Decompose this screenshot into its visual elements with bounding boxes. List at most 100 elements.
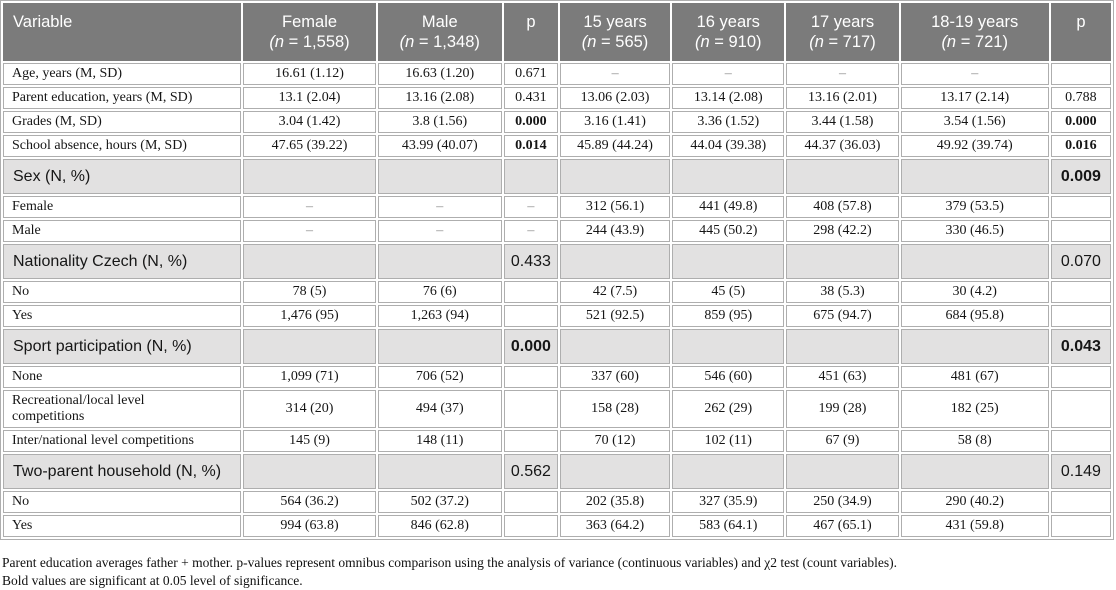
table-cell: 290 (40.2) xyxy=(900,491,1049,513)
table-cell xyxy=(503,305,558,327)
section-label: Sport participation (N, %) xyxy=(3,329,242,364)
table-cell xyxy=(243,244,376,279)
table-cell xyxy=(377,244,502,279)
column-label: Variable xyxy=(13,13,73,31)
column-header-p-sex: p xyxy=(503,3,558,61)
row-label: No xyxy=(3,281,242,303)
table-cell: – xyxy=(672,63,785,85)
row-label: Age, years (M, SD) xyxy=(3,63,242,85)
table-cell xyxy=(1050,196,1111,218)
section-row: Sex (N, %) 0.009 xyxy=(3,159,1111,194)
column-label: p xyxy=(1076,13,1086,31)
column-header-variable: Variable xyxy=(3,3,242,61)
row-label: Recreational/local level competitions xyxy=(3,390,242,428)
table-row: Yes 994 (63.8) 846 (62.8) 363 (64.2) 583 (64… xyxy=(3,515,1111,537)
table-cell xyxy=(559,329,671,364)
table-row: Female – – –312 (56.1) 441 (49.8) 408 (57.8) 3… xyxy=(3,196,1111,218)
table-cell: 1,263 (94) xyxy=(377,305,502,327)
table-cell xyxy=(243,159,376,194)
section-label: Sex (N, %) xyxy=(3,159,242,194)
row-label: Inter/national level competitions xyxy=(3,430,242,452)
table-cell: 0.000 xyxy=(503,329,558,364)
table-cell xyxy=(900,454,1049,489)
table-cell xyxy=(1050,366,1111,388)
table-cell: 13.14 (2.08) xyxy=(672,87,785,109)
table-cell xyxy=(503,159,558,194)
column-label: 18-19 years xyxy=(931,13,1019,31)
table-row: Grades (M, SD) 3.04 (1.42) 3.8 (1.56) 0.000… xyxy=(3,111,1111,133)
table-cell: 0.043 xyxy=(1050,329,1111,364)
column-header-male: Male (n = 1,348) xyxy=(377,3,502,61)
table-cell: 76 (6) xyxy=(377,281,502,303)
column-sample-size: (n = 565) xyxy=(581,33,649,51)
table-cell xyxy=(503,390,558,428)
table-cell: 47.65 (39.22) xyxy=(243,135,376,157)
table-cell: – xyxy=(786,63,899,85)
table-cell: 445 (50.2) xyxy=(672,220,785,242)
table-cell: 44.04 (39.38) xyxy=(672,135,785,157)
table-cell xyxy=(786,244,899,279)
section-label: Two-parent household (N, %) xyxy=(3,454,242,489)
table-cell: 467 (65.1) xyxy=(786,515,899,537)
table-cell: 102 (11) xyxy=(672,430,785,452)
footnote-line-1: Parent education averages father + mothe… xyxy=(2,555,897,570)
column-label: 16 years xyxy=(696,13,760,31)
table-cell: 13.06 (2.03) xyxy=(559,87,671,109)
column-sample-size: (n = 1,558) xyxy=(269,33,350,51)
table-cell xyxy=(1050,63,1111,85)
table-row: No 78 (5) 76 (6) 42 (7.5) 45 (5) 38 (5.3) 30 (… xyxy=(3,281,1111,303)
demographics-table: Variable Female (n = 1,558) Male (n = 1,… xyxy=(0,0,1114,540)
table-cell: 0.149 xyxy=(1050,454,1111,489)
table-cell: 330 (46.5) xyxy=(900,220,1049,242)
table-cell: 16.63 (1.20) xyxy=(377,63,502,85)
table-cell: 70 (12) xyxy=(559,430,671,452)
table-cell: 58 (8) xyxy=(900,430,1049,452)
footnote-line-2: Bold values are significant at 0.05 leve… xyxy=(2,573,303,588)
table-cell: 30 (4.2) xyxy=(900,281,1049,303)
table-cell: 38 (5.3) xyxy=(786,281,899,303)
table-cell: 502 (37.2) xyxy=(377,491,502,513)
table-cell: 145 (9) xyxy=(243,430,376,452)
table-cell: 298 (42.2) xyxy=(786,220,899,242)
table-cell: 202 (35.8) xyxy=(559,491,671,513)
row-label: Parent education, years (M, SD) xyxy=(3,87,242,109)
table-cell xyxy=(1050,305,1111,327)
table-cell: 13.1 (2.04) xyxy=(243,87,376,109)
table-cell: 451 (63) xyxy=(786,366,899,388)
table-cell: 846 (62.8) xyxy=(377,515,502,537)
table-cell: 564 (36.2) xyxy=(243,491,376,513)
table-cell: 262 (29) xyxy=(672,390,785,428)
table-cell xyxy=(377,159,502,194)
table-cell: 158 (28) xyxy=(559,390,671,428)
table-row: Inter/national level competitions 145 (9)… xyxy=(3,430,1111,452)
table-row: Yes 1,476 (95) 1,263 (94) 521 (92.5) 859 (95… xyxy=(3,305,1111,327)
table-cell: 0.671 xyxy=(503,63,558,85)
section-label: Nationality Czech (N, %) xyxy=(3,244,242,279)
column-header-18-19-years: 18-19 years (n = 721) xyxy=(900,3,1049,61)
table-cell xyxy=(1050,491,1111,513)
table-cell: 0.016 xyxy=(1050,135,1111,157)
table-cell: 0.431 xyxy=(503,87,558,109)
table-cell: 44.37 (36.03) xyxy=(786,135,899,157)
table-cell: 0.014 xyxy=(503,135,558,157)
table-cell: 3.44 (1.58) xyxy=(786,111,899,133)
table-cell: – xyxy=(377,220,502,242)
table-cell xyxy=(243,329,376,364)
table-cell xyxy=(900,159,1049,194)
column-label: 17 years xyxy=(810,13,875,31)
table-cell: 441 (49.8) xyxy=(672,196,785,218)
section-row: Nationality Czech (N, %) 0.433 0.070 xyxy=(3,244,1111,279)
table-cell: 3.36 (1.52) xyxy=(672,111,785,133)
table-cell xyxy=(672,454,785,489)
table-cell xyxy=(559,454,671,489)
column-header-female: Female (n = 1,558) xyxy=(243,3,376,61)
table-cell: 1,099 (71) xyxy=(243,366,376,388)
row-label: Yes xyxy=(3,305,242,327)
table-cell xyxy=(243,454,376,489)
table-cell xyxy=(559,159,671,194)
table-cell: 379 (53.5) xyxy=(900,196,1049,218)
table-cell xyxy=(900,244,1049,279)
row-label: No xyxy=(3,491,242,513)
table-cell xyxy=(672,329,785,364)
